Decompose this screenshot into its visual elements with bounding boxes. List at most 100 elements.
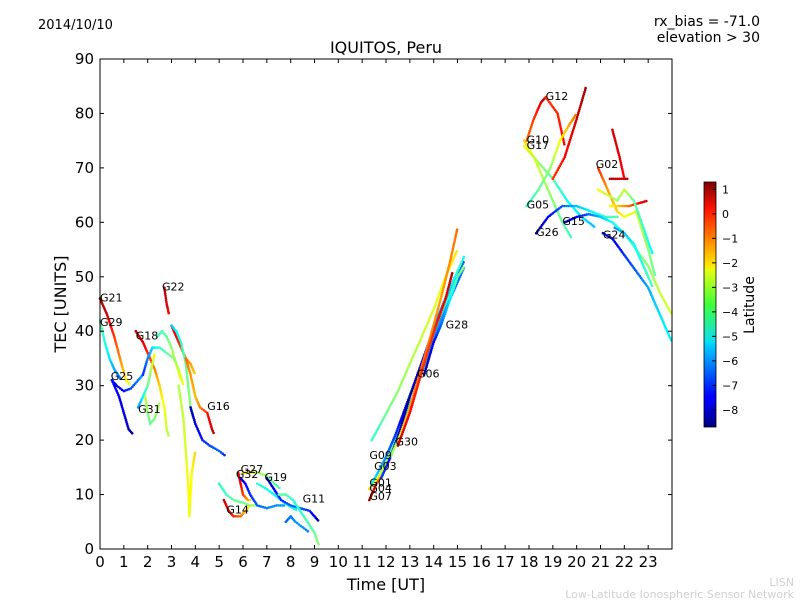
data-point (396, 444, 400, 447)
data-point (431, 334, 435, 338)
data-point (184, 445, 187, 449)
data-point (189, 497, 192, 500)
data-point (167, 434, 170, 437)
series-G25b (110, 378, 134, 435)
data-point (574, 113, 577, 117)
data-point (221, 452, 224, 456)
x-tick-label: 8 (286, 553, 296, 571)
data-point (156, 346, 160, 349)
satellite-label: G06 (417, 368, 440, 381)
data-point (165, 424, 168, 427)
data-point (259, 484, 263, 488)
data-point (447, 303, 450, 306)
data-point (190, 473, 193, 477)
data-point (292, 507, 296, 511)
data-point (569, 204, 572, 208)
data-point (620, 167, 624, 171)
data-point (179, 399, 183, 403)
data-point (563, 204, 566, 208)
data-point (622, 175, 626, 179)
data-point (160, 396, 164, 399)
data-point (449, 295, 453, 298)
data-point (190, 377, 193, 381)
data-point (596, 188, 600, 191)
data-point (192, 389, 196, 392)
data-point (449, 275, 453, 279)
series-G12 (525, 97, 546, 142)
data-point (581, 214, 584, 217)
data-point (144, 397, 147, 400)
data-point (447, 285, 450, 289)
series-G05 (525, 113, 577, 208)
data-point (190, 475, 193, 479)
data-point (154, 346, 158, 349)
data-point (600, 190, 604, 194)
satellite-label: G32 (236, 468, 259, 481)
data-point (247, 471, 250, 475)
data-point (610, 177, 614, 181)
data-point (581, 96, 585, 100)
data-point (651, 251, 654, 255)
x-tick-label: 16 (472, 553, 491, 571)
data-point (432, 332, 435, 336)
data-point (297, 523, 301, 526)
data-point (615, 144, 618, 147)
data-point (204, 410, 207, 413)
data-point (411, 387, 414, 391)
data-point (525, 139, 528, 142)
data-point (440, 307, 444, 310)
series-G11b (284, 515, 310, 533)
data-point (619, 161, 623, 165)
data-point (614, 198, 617, 201)
data-point (188, 511, 191, 514)
data-point (188, 394, 191, 397)
chart-title: IQUITOS, Peru (329, 38, 443, 57)
data-point (275, 504, 278, 507)
data-point (438, 290, 442, 294)
data-point (605, 234, 608, 237)
data-point (583, 88, 587, 92)
data-point (210, 445, 213, 448)
x-tick-label: 14 (424, 553, 443, 571)
data-point (182, 419, 185, 422)
data-point (569, 235, 573, 239)
data-point (556, 112, 559, 115)
data-point (650, 284, 654, 288)
data-point (187, 386, 190, 389)
data-point (188, 503, 192, 506)
data-point (277, 504, 280, 507)
data-point (284, 493, 288, 496)
data-point (164, 420, 168, 423)
data-point (185, 372, 189, 376)
data-point (416, 382, 420, 386)
data-point (648, 255, 652, 259)
data-point (187, 486, 190, 490)
x-tick-label: 19 (543, 553, 562, 571)
series-G02 (596, 166, 657, 277)
data-point (618, 155, 621, 159)
x-tick-label: 12 (376, 553, 395, 571)
data-point (562, 222, 565, 226)
data-point (647, 252, 651, 255)
data-point (562, 139, 565, 142)
data-point (615, 210, 619, 213)
data-point (102, 334, 105, 338)
satellite-label: G11 (303, 493, 326, 506)
data-point (604, 192, 607, 196)
data-point (587, 212, 590, 216)
data-point (119, 360, 123, 364)
data-point (161, 398, 164, 401)
data-point (613, 226, 617, 230)
data-point (527, 133, 530, 136)
data-point (646, 246, 649, 249)
data-point (181, 350, 185, 354)
data-point (100, 325, 103, 328)
data-point (641, 200, 644, 204)
data-point (614, 215, 617, 219)
data-point (316, 519, 320, 522)
data-point (442, 314, 446, 318)
data-point (180, 342, 183, 346)
data-point (428, 344, 431, 347)
data-point (164, 296, 168, 300)
data-point (145, 407, 149, 411)
